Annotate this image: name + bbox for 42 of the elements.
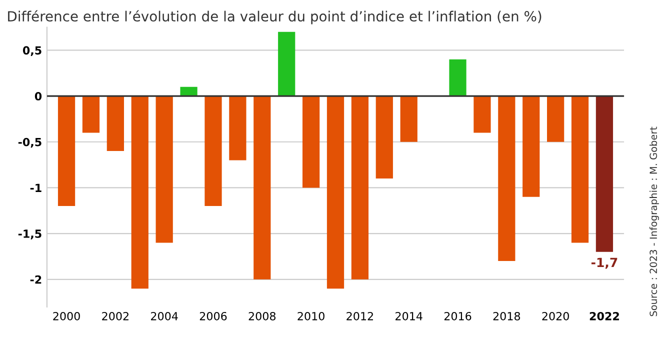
bar bbox=[229, 96, 246, 160]
bar bbox=[254, 96, 271, 280]
x-tick-label: 2004 bbox=[151, 312, 178, 320]
y-tick-label: -1 bbox=[30, 184, 42, 192]
x-tick-label: 2014 bbox=[396, 312, 422, 320]
x-tick-label: 2006 bbox=[200, 312, 227, 320]
x-tick-label: 2020 bbox=[542, 312, 569, 320]
bar bbox=[278, 32, 296, 96]
x-tick-label: 2000 bbox=[53, 312, 80, 320]
y-tick-label: 0,5 bbox=[22, 46, 42, 56]
y-tick-label: -1,5 bbox=[18, 230, 42, 240]
bar bbox=[498, 96, 516, 262]
bar bbox=[596, 96, 614, 252]
x-tick-label: 2016 bbox=[444, 312, 472, 320]
bar bbox=[106, 96, 124, 152]
bar bbox=[376, 96, 393, 179]
y-tick-label: -0,5 bbox=[18, 138, 42, 148]
x-tick-label: 2010 bbox=[298, 312, 324, 320]
bar bbox=[131, 96, 148, 289]
bar bbox=[58, 96, 76, 206]
bar bbox=[351, 96, 369, 280]
x-tick-label: 2002 bbox=[102, 312, 128, 320]
x-tick-label: 2012 bbox=[346, 312, 373, 320]
bar bbox=[82, 96, 100, 133]
x-tick-label: 2008 bbox=[248, 312, 276, 320]
y-tick-label: 0 bbox=[34, 92, 42, 100]
bar bbox=[156, 96, 173, 243]
bar bbox=[400, 96, 418, 142]
bar bbox=[474, 96, 491, 133]
bar bbox=[204, 96, 222, 206]
data-label: -1,7 bbox=[591, 258, 618, 269]
chart-title: Différence entre l’évolution de la valeur du point d’indice et l’inflation (en %) bbox=[8, 10, 542, 24]
bar bbox=[571, 96, 589, 243]
source-note: Source : 2023 - Infographie : M. Gobert bbox=[650, 126, 659, 316]
y-tick-label: -2 bbox=[30, 275, 42, 284]
bar bbox=[449, 59, 466, 96]
bar bbox=[326, 96, 344, 289]
bar bbox=[302, 96, 320, 188]
x-tick-label: 2022 bbox=[590, 312, 619, 320]
x-tick-label: 2018 bbox=[493, 312, 520, 320]
bar bbox=[522, 96, 540, 197]
bar bbox=[547, 96, 564, 142]
